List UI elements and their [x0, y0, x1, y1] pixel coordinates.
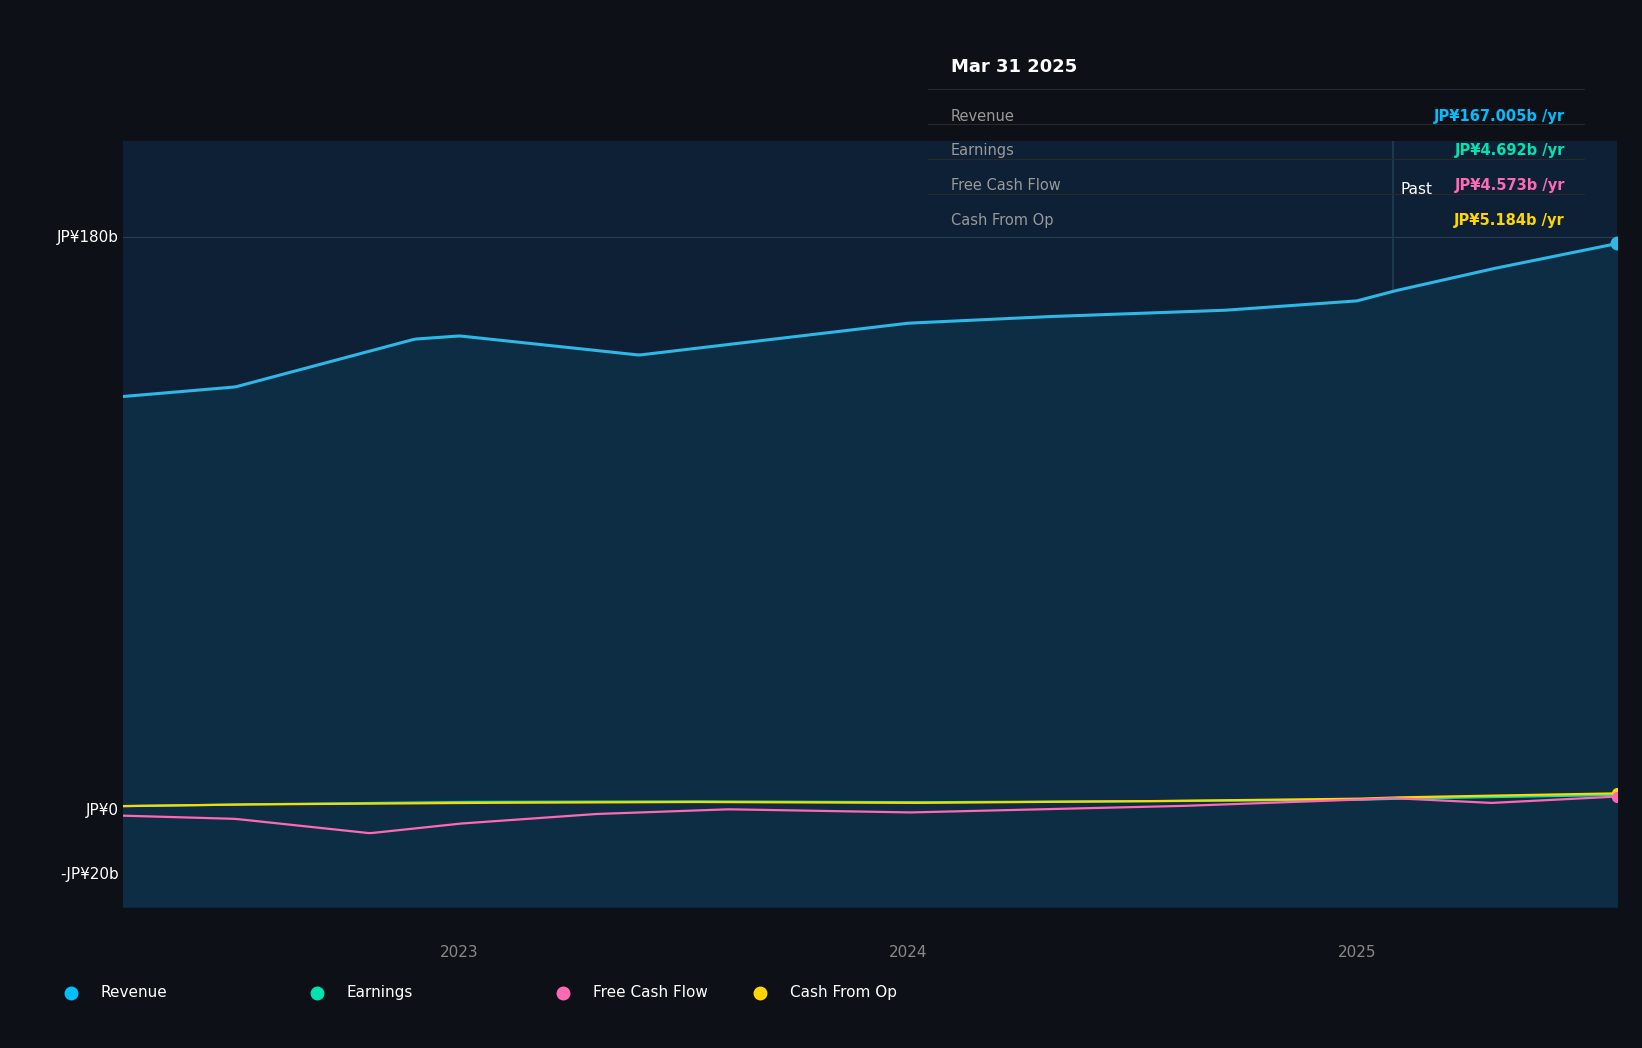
Text: Revenue: Revenue	[951, 109, 1015, 124]
Text: 2024: 2024	[890, 945, 928, 960]
Text: JP¥5.184b /yr: JP¥5.184b /yr	[1455, 213, 1565, 228]
Text: -JP¥20b: -JP¥20b	[59, 867, 118, 882]
Text: JP¥167.005b /yr: JP¥167.005b /yr	[1433, 109, 1565, 124]
Text: Past: Past	[1401, 181, 1432, 197]
Text: Free Cash Flow: Free Cash Flow	[951, 178, 1061, 193]
Text: Cash From Op: Cash From Op	[790, 985, 897, 1001]
Text: JP¥4.573b /yr: JP¥4.573b /yr	[1455, 178, 1565, 193]
Text: Cash From Op: Cash From Op	[951, 213, 1053, 228]
Text: Mar 31 2025: Mar 31 2025	[951, 58, 1077, 77]
Text: 2023: 2023	[440, 945, 479, 960]
Text: JP¥4.692b /yr: JP¥4.692b /yr	[1455, 144, 1565, 158]
Text: Revenue: Revenue	[100, 985, 167, 1001]
Text: Earnings: Earnings	[346, 985, 412, 1001]
Text: Free Cash Flow: Free Cash Flow	[593, 985, 708, 1001]
Text: 2025: 2025	[1338, 945, 1376, 960]
Text: JP¥0: JP¥0	[85, 804, 118, 818]
Text: JP¥180b: JP¥180b	[57, 230, 118, 244]
Text: Earnings: Earnings	[951, 144, 1015, 158]
